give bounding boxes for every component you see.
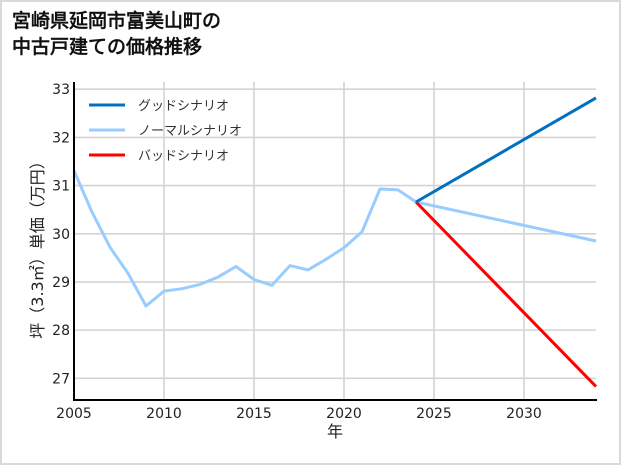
y-tick-label: 32 — [52, 130, 70, 146]
x-tick-label: 2020 — [326, 406, 362, 422]
series-line-normal — [72, 170, 597, 308]
x-tick-label: 2015 — [236, 406, 272, 422]
x-tick-label: 2010 — [146, 406, 182, 422]
legend-label: バッドシナリオ — [138, 149, 229, 164]
x-tick-label: 2005 — [56, 406, 92, 422]
series-line-good — [415, 96, 597, 204]
x-tick-label: 2025 — [416, 406, 452, 422]
y-tick-label: 27 — [52, 371, 70, 387]
x-tick-label: 2030 — [506, 406, 542, 422]
legend-label: グッドシナリオ — [138, 99, 229, 114]
x-tick-labels: 2005 2010 2015 2020 2025 2030 — [56, 406, 542, 422]
data-series — [72, 96, 598, 388]
gridlines — [73, 82, 596, 400]
y-axis-label: 坪（3.3㎡）単価（万円） — [28, 153, 47, 338]
legend-item-normal: ノーマルシナリオ — [89, 124, 242, 139]
chart-title-line2: 中古戸建ての価格推移 — [12, 36, 203, 58]
y-tick-label: 33 — [52, 82, 70, 98]
y-tick-label: 30 — [52, 227, 70, 243]
y-tick-labels: 27 28 29 30 31 32 33 — [52, 82, 70, 387]
axes — [73, 82, 597, 401]
legend-label: ノーマルシナリオ — [138, 124, 242, 139]
y-tick-label: 28 — [52, 323, 70, 339]
x-axis-label: 年 — [327, 422, 343, 441]
series-line-bad — [414, 200, 598, 388]
y-tick-label: 29 — [52, 275, 70, 291]
legend-item-bad: バッドシナリオ — [89, 149, 229, 164]
chart-title-line1: 宮崎県延岡市富美山町の — [12, 10, 222, 32]
chart-title: 宮崎県延岡市富美山町の 中古戸建ての価格推移 — [12, 8, 221, 60]
legend-item-good: グッドシナリオ — [89, 99, 229, 114]
y-tick-label: 31 — [52, 179, 70, 195]
